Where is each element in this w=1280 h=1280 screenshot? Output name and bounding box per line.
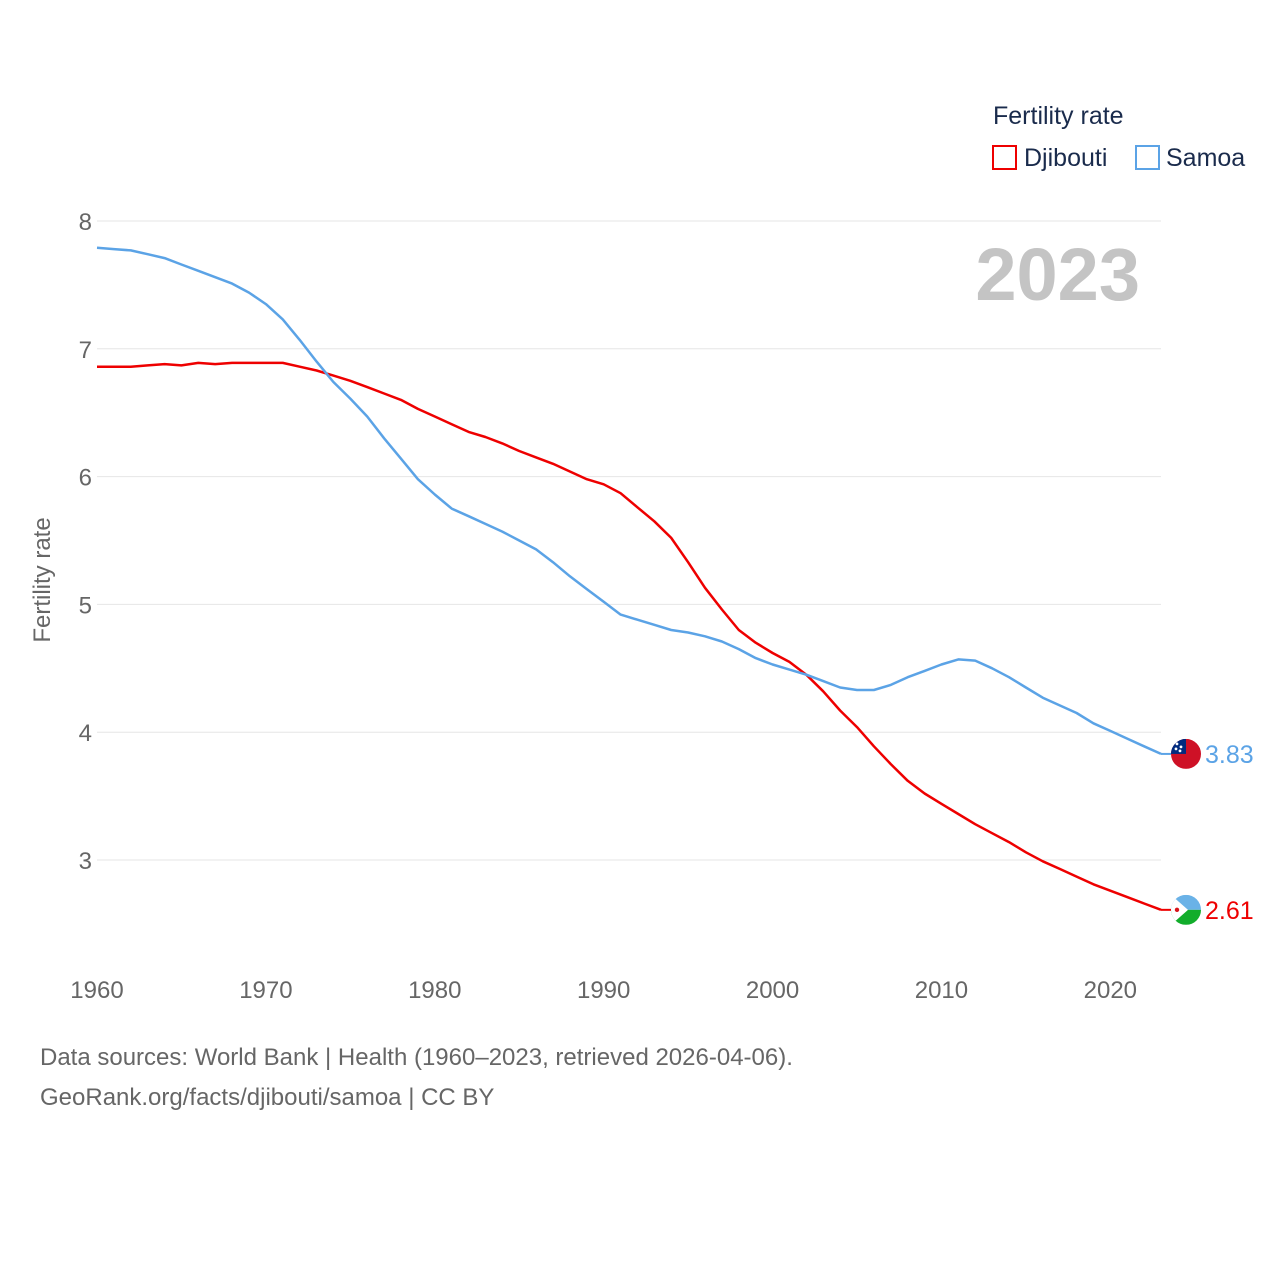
- legend-title: Fertility rate: [993, 102, 1124, 130]
- end-value-label-samoa: 3.83: [1205, 741, 1254, 769]
- legend-label-djibouti[interactable]: Djibouti: [1024, 144, 1107, 172]
- samoa-flag-icon: [1171, 738, 1201, 769]
- x-tick-label-2000: 2000: [746, 977, 799, 1004]
- x-tick-label-1990: 1990: [577, 977, 630, 1004]
- legend-swatch-samoa[interactable]: [1135, 145, 1160, 170]
- x-tick-label-2010: 2010: [915, 977, 968, 1004]
- y-tick-label-4: 4: [79, 720, 92, 747]
- x-tick-label-1980: 1980: [408, 977, 461, 1004]
- y-tick-label-7: 7: [79, 337, 92, 364]
- y-tick-label-8: 8: [79, 209, 92, 236]
- y-axis-title: Fertility rate: [29, 517, 56, 642]
- series-lines: [96, 246, 1162, 911]
- gridlines: [97, 220, 1161, 861]
- djibouti-flag-icon: [1171, 894, 1201, 925]
- end-value-label-djibouti: 2.61: [1205, 897, 1254, 925]
- year-label: 2023: [975, 233, 1140, 316]
- footer-attribution: GeoRank.org/facts/djibouti/samoa | CC BY: [40, 1084, 495, 1111]
- x-tick-label-1960: 1960: [70, 977, 123, 1004]
- y-tick-label-3: 3: [79, 848, 92, 875]
- legend-label-samoa[interactable]: Samoa: [1166, 144, 1245, 172]
- y-tick-label-6: 6: [79, 465, 92, 492]
- x-tick-label-2020: 2020: [1084, 977, 1137, 1004]
- series-line-samoa[interactable]: [96, 246, 1162, 756]
- series-line-djibouti[interactable]: [97, 361, 1162, 911]
- y-axis-tick-labels: 3 4 5 6 7 8: [79, 209, 92, 875]
- end-markers: 2.61 3.83: [1161, 738, 1254, 925]
- footer-sources: Data sources: World Bank | Health (1960–…: [40, 1044, 793, 1071]
- x-axis-tick-labels: 1960 1970 1980 1990 2000 2010 2020: [70, 977, 1137, 1004]
- y-tick-label-5: 5: [79, 592, 92, 619]
- x-tick-label-1970: 1970: [239, 977, 292, 1004]
- legend: Fertility rate Djibouti Samoa: [992, 102, 1245, 172]
- legend-swatch-djibouti[interactable]: [992, 145, 1017, 170]
